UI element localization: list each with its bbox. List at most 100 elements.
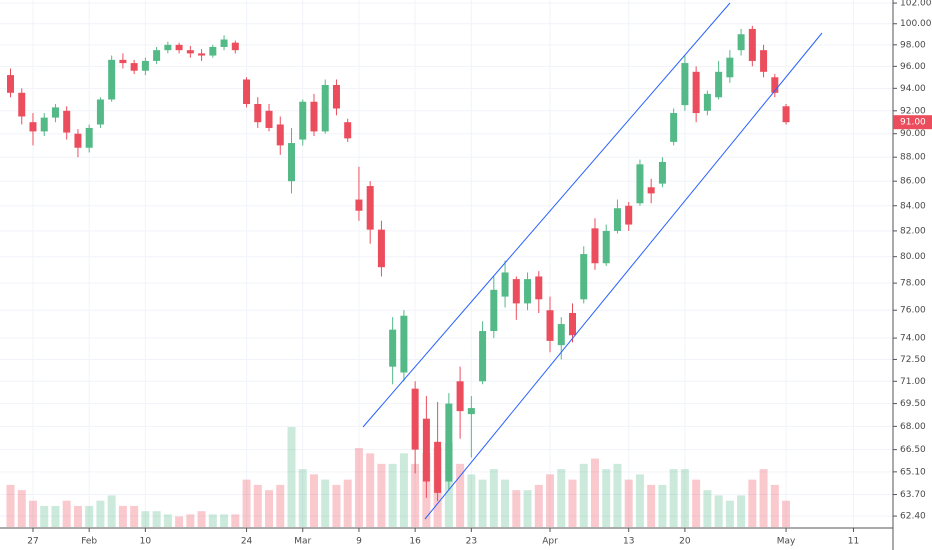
x-tick-label: Apr xyxy=(542,537,558,547)
volume-bar xyxy=(96,500,105,527)
y-tick-label: 88.00 xyxy=(900,153,926,163)
volume-bar xyxy=(534,484,543,527)
candle-body xyxy=(467,408,475,415)
volume-bar xyxy=(62,500,71,527)
candle-body xyxy=(119,59,127,64)
x-tick-label: 10 xyxy=(140,537,152,547)
volume-bar xyxy=(692,479,701,527)
candle-body xyxy=(569,312,576,336)
volume-bar xyxy=(714,495,723,527)
y-tick-label: 92.00 xyxy=(900,106,926,116)
y-tick-label: 86.00 xyxy=(900,177,926,187)
candle-body xyxy=(692,71,700,114)
volume-bar xyxy=(332,484,341,527)
candle-body xyxy=(220,39,228,47)
volume-bar xyxy=(512,490,521,527)
volume-bar xyxy=(6,484,15,527)
volume-bar xyxy=(590,458,599,527)
volume-bar xyxy=(669,469,678,527)
candle-body xyxy=(355,199,363,211)
candle-body xyxy=(209,46,217,56)
volume-bar xyxy=(703,490,712,527)
candle-body xyxy=(524,279,532,304)
volume-bar xyxy=(725,500,734,527)
volume-bar xyxy=(141,511,150,527)
x-tick-label: 24 xyxy=(241,537,253,547)
candle-body xyxy=(625,205,633,225)
volume-bar xyxy=(321,479,330,527)
x-tick-label: May xyxy=(777,537,796,547)
x-tick-label: 16 xyxy=(409,537,421,547)
volume-bar xyxy=(377,463,386,527)
last-price-label: 91.00 xyxy=(900,118,926,128)
candle-body xyxy=(310,101,318,132)
y-tick-label: 94.00 xyxy=(900,84,926,94)
volume-bar xyxy=(568,479,577,527)
volume-bar xyxy=(366,453,375,527)
candle-body xyxy=(490,289,498,332)
volume-layer xyxy=(6,427,791,527)
candle-body xyxy=(85,127,93,148)
candle-body xyxy=(29,122,37,132)
candle-body xyxy=(737,34,745,51)
candle-body xyxy=(456,381,464,412)
channel-lower xyxy=(424,32,823,520)
volume-bar xyxy=(186,514,195,527)
x-tick-label: 20 xyxy=(679,537,691,547)
y-tick-label: 100.00 xyxy=(900,19,932,29)
y-tick-label: 74.00 xyxy=(900,334,926,344)
candle-body xyxy=(389,329,397,367)
volume-bar xyxy=(175,516,184,527)
volume-bar xyxy=(208,514,217,527)
candle-body xyxy=(670,113,678,142)
y-tick-label: 84.00 xyxy=(900,201,926,211)
candle-body xyxy=(243,79,251,104)
candle-body xyxy=(332,85,340,109)
candle-body xyxy=(613,208,621,231)
volume-bar xyxy=(343,479,352,527)
candle-body xyxy=(141,60,149,71)
volume-bar xyxy=(130,505,139,527)
candle-body xyxy=(265,110,273,128)
volume-bar xyxy=(411,463,420,527)
candle-body xyxy=(512,279,520,304)
volume-bar xyxy=(478,479,487,527)
candle-body xyxy=(557,324,565,346)
volume-bar xyxy=(748,479,757,527)
volume-bar xyxy=(602,469,611,527)
candle-body xyxy=(175,44,183,51)
volume-bar xyxy=(197,511,206,527)
x-tick-label: 11 xyxy=(848,537,859,547)
candle-body xyxy=(771,77,779,93)
volume-bar xyxy=(118,505,127,527)
candle-body xyxy=(108,59,116,100)
volume-bar xyxy=(635,474,644,527)
x-tick-label: Feb xyxy=(81,537,97,547)
candle-body xyxy=(580,254,588,300)
x-tick-label: 23 xyxy=(466,537,477,547)
volume-bar xyxy=(231,514,240,527)
candle-body xyxy=(299,101,307,140)
volume-bar xyxy=(276,484,285,527)
y-tick-label: 63.70 xyxy=(900,490,926,500)
candle-body xyxy=(748,28,756,61)
volume-bar xyxy=(152,511,161,527)
candle-body xyxy=(636,164,644,204)
volume-bar xyxy=(737,495,746,527)
candle-body xyxy=(479,331,487,382)
y-tick-label: 71.00 xyxy=(900,377,926,387)
candle-body xyxy=(186,50,194,54)
grid xyxy=(0,0,893,528)
y-tick-label: 68.00 xyxy=(900,422,926,432)
volume-bar xyxy=(85,505,94,527)
y-tick-label: 102.00 xyxy=(900,0,932,9)
candle-layer xyxy=(7,25,790,502)
volume-bar xyxy=(17,490,26,527)
volume-bar xyxy=(220,514,229,527)
x-tick-label: 9 xyxy=(356,537,362,547)
candle-body xyxy=(7,75,14,93)
volume-bar xyxy=(73,505,82,527)
volume-bar xyxy=(163,514,172,527)
